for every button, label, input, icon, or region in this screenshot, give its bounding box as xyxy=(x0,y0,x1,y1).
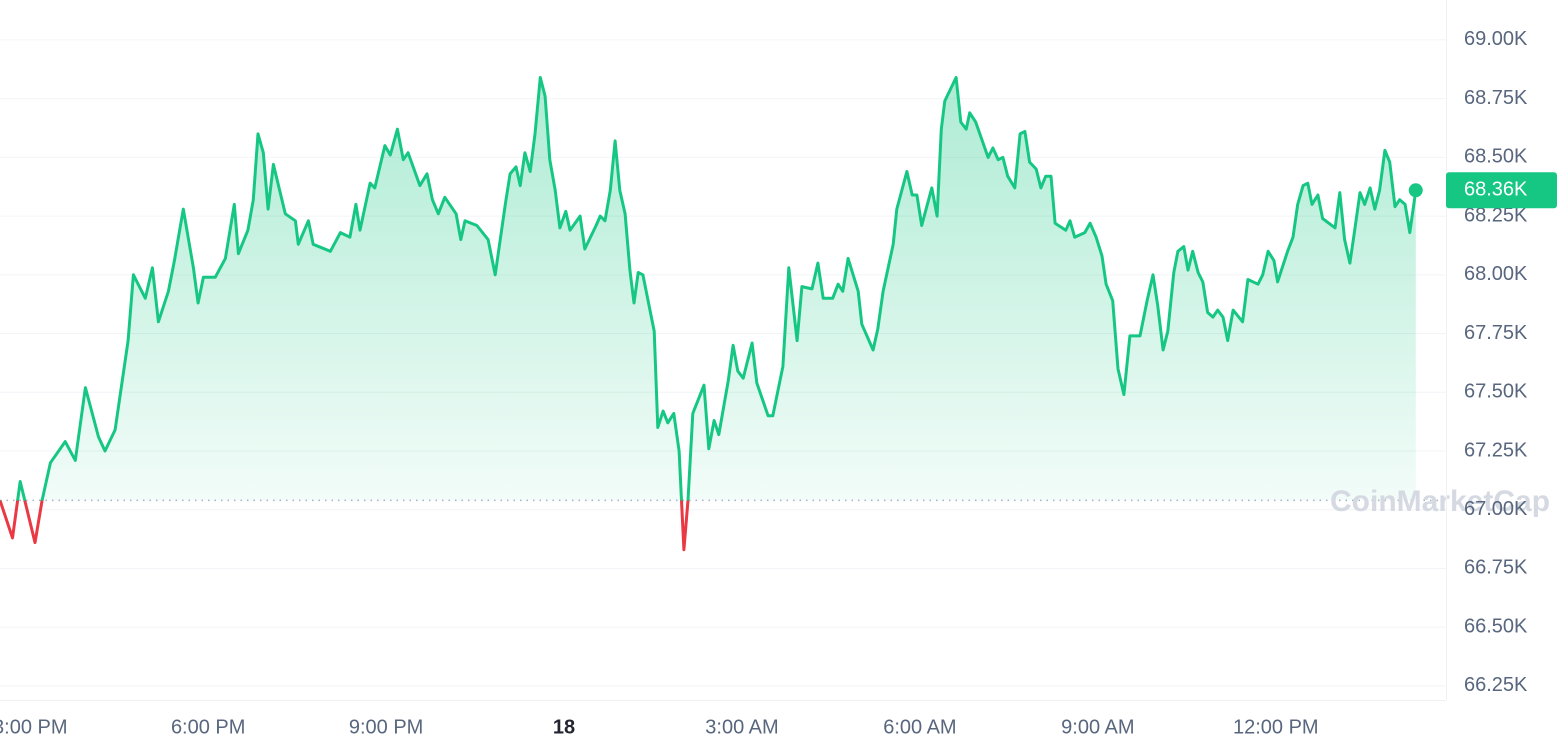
price-tag-label: 68.36K xyxy=(1464,179,1528,201)
price-line xyxy=(0,76,1418,552)
y-tick-label: 68.25K xyxy=(1464,204,1528,226)
x-tick-label: 9:00 PM xyxy=(349,716,423,738)
y-tick-label: 68.75K xyxy=(1464,87,1528,109)
y-tick-label: 66.75K xyxy=(1464,557,1528,579)
x-tick-label: 3:00 AM xyxy=(705,716,778,738)
y-tick-label: 67.25K xyxy=(1464,439,1528,461)
y-tick-label: 66.25K xyxy=(1464,674,1528,696)
area-layer xyxy=(0,77,1446,502)
line-layer xyxy=(0,76,1423,552)
y-tick-label: 67.00K xyxy=(1464,498,1528,520)
y-tick-label: 67.75K xyxy=(1464,322,1528,344)
x-tick-label: 6:00 PM xyxy=(171,716,245,738)
labels: 66.25K 66.50K 66.75K 67.00K 67.25K 67.50K 67.7… xyxy=(0,28,1557,738)
x-tick-label: 6:00 AM xyxy=(883,716,956,738)
last-point xyxy=(1408,183,1423,198)
price-tag xyxy=(1446,172,1557,209)
y-tick-label: 66.50K xyxy=(1464,615,1528,637)
x-tick-label: 9:00 AM xyxy=(1061,716,1134,738)
y-tick-label: 68.50K xyxy=(1464,146,1528,168)
watermark: CoinMarketCap xyxy=(1330,485,1550,518)
area xyxy=(0,77,1416,501)
x-tick-label: 12:00 PM xyxy=(1233,716,1319,738)
x-tick-label: 3:00 PM xyxy=(0,716,67,738)
y-tick-label: 69.00K xyxy=(1464,28,1528,50)
y-tick-label: 68.00K xyxy=(1464,263,1528,285)
y-tick-label: 67.50K xyxy=(1464,381,1528,403)
x-tick-label: 18 xyxy=(553,716,575,738)
